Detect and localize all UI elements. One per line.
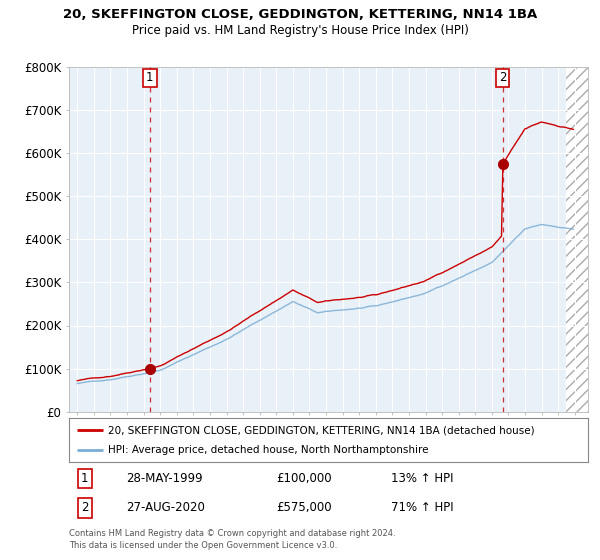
Text: 1: 1	[146, 72, 154, 85]
Text: £575,000: £575,000	[277, 501, 332, 514]
Text: 20, SKEFFINGTON CLOSE, GEDDINGTON, KETTERING, NN14 1BA: 20, SKEFFINGTON CLOSE, GEDDINGTON, KETTE…	[63, 8, 537, 21]
Text: 13% ↑ HPI: 13% ↑ HPI	[391, 472, 453, 485]
Text: 28-MAY-1999: 28-MAY-1999	[126, 472, 203, 485]
Bar	[566, 67, 592, 412]
Bar	[566, 67, 592, 412]
Text: 20, SKEFFINGTON CLOSE, GEDDINGTON, KETTERING, NN14 1BA (detached house): 20, SKEFFINGTON CLOSE, GEDDINGTON, KETTE…	[108, 425, 535, 435]
Text: £100,000: £100,000	[277, 472, 332, 485]
Text: HPI: Average price, detached house, North Northamptonshire: HPI: Average price, detached house, Nort…	[108, 445, 428, 455]
Text: Price paid vs. HM Land Registry's House Price Index (HPI): Price paid vs. HM Land Registry's House …	[131, 24, 469, 36]
Text: Contains HM Land Registry data © Crown copyright and database right 2024.
This d: Contains HM Land Registry data © Crown c…	[69, 529, 395, 550]
Text: 27-AUG-2020: 27-AUG-2020	[126, 501, 205, 514]
Text: 2: 2	[499, 72, 506, 85]
Text: 71% ↑ HPI: 71% ↑ HPI	[391, 501, 454, 514]
Text: 1: 1	[81, 472, 88, 485]
Text: 2: 2	[81, 501, 88, 514]
